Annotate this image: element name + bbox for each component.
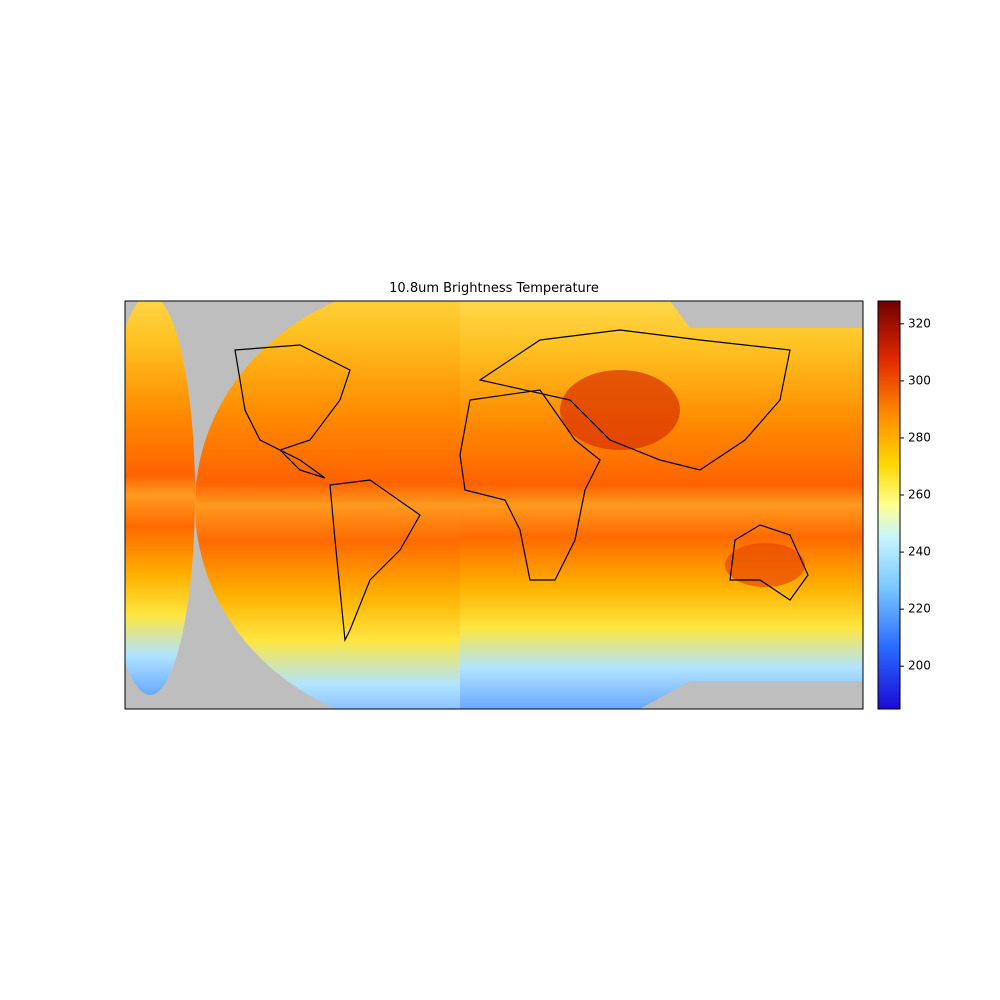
hot-region	[560, 370, 680, 450]
colorbar-tick-label: 280	[908, 430, 931, 444]
colorbar-tick-label: 200	[908, 659, 931, 673]
colorbar	[877, 300, 901, 710]
colorbar-tick-label: 260	[908, 488, 931, 502]
colorbar-tick-label: 320	[908, 316, 931, 330]
swath	[460, 301, 863, 709]
colorbar-tick-label: 300	[908, 373, 931, 387]
map	[125, 301, 863, 709]
hot-region	[725, 543, 805, 587]
coastlines	[234, 329, 809, 643]
map-title: 10.8um Brightness Temperature	[389, 281, 599, 296]
swath	[125, 301, 195, 695]
colorbar-tick-label: 240	[908, 545, 931, 559]
map-frame	[124, 300, 864, 710]
colorbar-tick-label: 220	[908, 602, 931, 616]
colorbar-ticks: 200 220 240 260 280 300 320	[900, 316, 931, 673]
